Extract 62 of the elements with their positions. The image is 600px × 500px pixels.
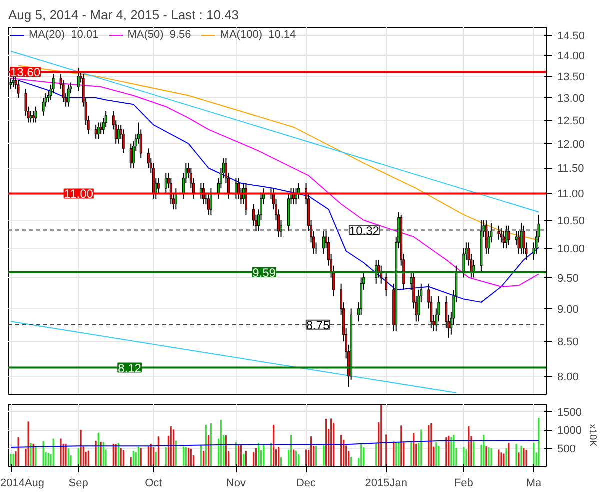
candlestick xyxy=(385,271,388,297)
y-tick-label: 14.00 xyxy=(558,50,586,62)
candlestick xyxy=(520,222,523,255)
candlestick xyxy=(32,110,35,124)
candlestick xyxy=(97,122,100,140)
x-tick-label: Nov xyxy=(226,478,246,490)
candlestick xyxy=(244,182,248,216)
candlestick xyxy=(42,97,45,116)
y-tick-label: 13.00 xyxy=(558,92,586,105)
legend-label: MA(20) 10.01 xyxy=(29,29,99,41)
candlestick xyxy=(77,67,80,92)
candlestick xyxy=(505,225,508,249)
candlestick xyxy=(122,129,125,154)
y-tick-label: 8.50 xyxy=(558,336,579,349)
x-tick-label: 2014Aug xyxy=(0,478,45,490)
legend-label: MA(50) 9.56 xyxy=(128,29,192,41)
candlestick xyxy=(210,188,212,216)
x-tick-label: 2015Jan xyxy=(365,478,408,490)
y-tick-label: 12.00 xyxy=(558,138,586,151)
x-tick-label: Oct xyxy=(145,478,162,490)
ref-line-label: 13.60 xyxy=(10,66,41,80)
x-tick-label: Ma xyxy=(526,478,543,490)
y-tick-label: 14.50 xyxy=(558,30,586,42)
y-tick-label: 11.50 xyxy=(558,163,584,176)
candlestick xyxy=(67,84,70,108)
y-tick-label: 12.50 xyxy=(558,115,586,128)
candlestick xyxy=(130,143,132,169)
y-tick-label: 1000 xyxy=(558,425,582,438)
candlestick xyxy=(174,188,178,210)
line-series xyxy=(10,440,540,448)
candlestick xyxy=(30,110,32,124)
x-tick-label: Dec xyxy=(296,478,317,490)
candlestick xyxy=(498,225,500,240)
candlestick xyxy=(322,230,326,255)
y-tick-label: 9.00 xyxy=(558,304,579,316)
candlestick xyxy=(17,80,20,98)
ref-line-label: 8.75 xyxy=(306,318,330,332)
legend-label: MA(100) 10.14 xyxy=(220,29,296,41)
y-tick-label: 500 xyxy=(558,443,576,456)
y-tick-label: 1500 xyxy=(558,406,582,419)
candlestick xyxy=(34,106,38,124)
x-tick-label: Sep xyxy=(68,478,88,490)
candlestick xyxy=(100,122,102,135)
candlestick xyxy=(164,172,168,194)
chart-title: Aug 5, 2014 - Mar 4, 2015 - Last : 10.43 xyxy=(8,8,240,22)
x-tick-label: Feb xyxy=(454,478,474,490)
y-tick-label: 11.00 xyxy=(558,188,584,201)
ref-line-label: 8.12 xyxy=(118,361,142,376)
candlestick xyxy=(117,124,120,144)
candlestick xyxy=(508,225,510,246)
candlestick xyxy=(12,76,15,88)
ref-line-label: 11.00 xyxy=(64,187,94,202)
y-tick-label: 13.50 xyxy=(558,71,586,84)
y-tick-label: 8.00 xyxy=(558,371,579,384)
ref-line-label: 9.59 xyxy=(252,266,276,280)
y-tick-label: 10.00 xyxy=(558,243,586,256)
y-tick-label: 9.50 xyxy=(558,272,579,285)
y-axis-title: x10K xyxy=(586,424,598,448)
y-tick-label: 10.50 xyxy=(558,215,586,228)
candlestick xyxy=(94,124,98,140)
candlestick xyxy=(485,220,488,255)
ref-line-label: 10.32 xyxy=(349,224,380,238)
